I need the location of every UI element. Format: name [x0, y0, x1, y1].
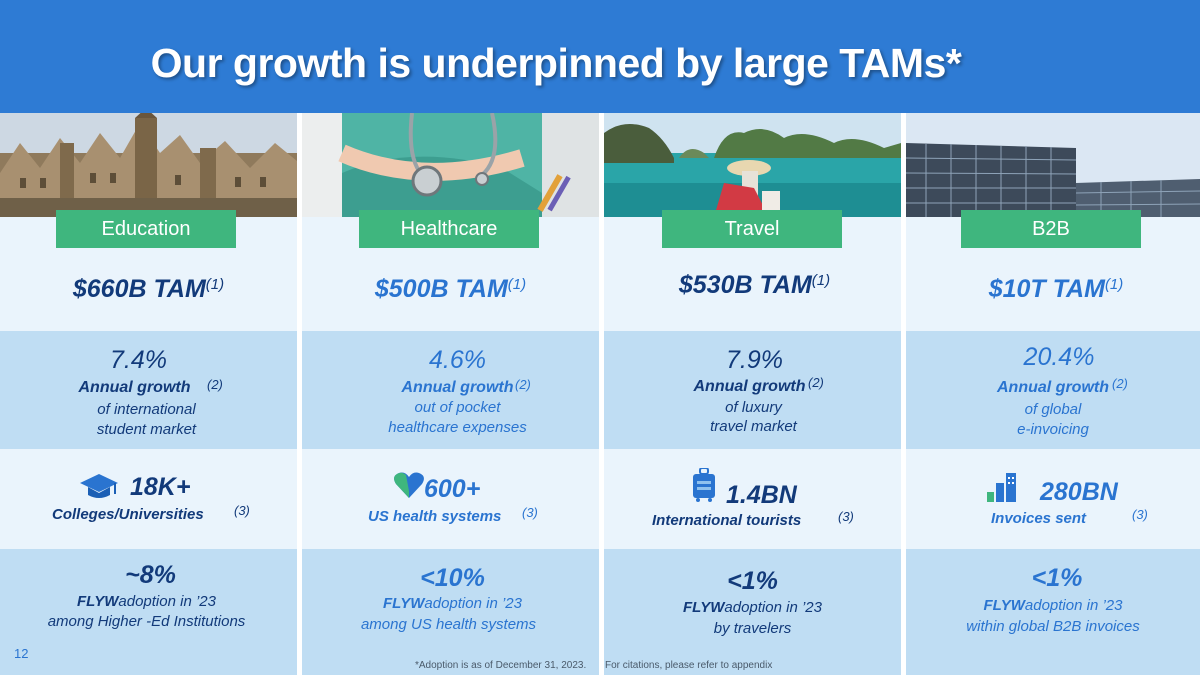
travel-tab: Travel	[662, 210, 842, 248]
travel-tam: $530B TAM(1)	[678, 271, 831, 299]
healthcare-stat-label: US health systems	[368, 508, 502, 525]
education-stat: 18K+	[130, 473, 191, 501]
b2b-adoption-pct: <1%	[1031, 564, 1083, 592]
healthcare-growth-desc-1: out of pocket	[414, 399, 501, 416]
education-column: Education $660B TAM(1) 7.4% Annual growt…	[0, 113, 297, 675]
b2b-column: B2B $10T TAM(1) 20.4% Annual growth (2) …	[906, 113, 1200, 675]
education-photo	[0, 113, 297, 217]
b2b-stat-label: Invoices sent	[991, 510, 1087, 527]
travel-adoption-line: FLYWadoption in ’23	[683, 599, 822, 616]
education-growth-ref: (2)	[207, 377, 223, 392]
education-growth-label: Annual growth	[78, 379, 191, 396]
education-adoption-pct: ~8%	[125, 561, 176, 589]
healthcare-adoption-desc: among US health systems	[360, 616, 537, 633]
healthcare-stat: 600+	[424, 475, 481, 503]
healthcare-tab: Healthcare	[359, 210, 539, 248]
travel-adoption-desc: by travelers	[713, 620, 792, 637]
education-adoption-desc: among Higher -Ed Institutions	[47, 613, 246, 630]
b2b-growth-label: Annual growth	[997, 379, 1109, 396]
b2b-growth-pct: 20.4%	[1023, 343, 1095, 371]
healthcare-adoption-pct: <10%	[420, 564, 485, 592]
travel-growth-desc-1: of luxury	[725, 399, 782, 416]
education-stat-label: Colleges/Universities	[52, 506, 204, 523]
healthcare-adoption-line: FLYWadoption in ’23	[383, 595, 522, 612]
healthcare-photo	[302, 113, 599, 217]
education-tab: Education	[56, 210, 236, 248]
invoice-bars-icon	[987, 472, 1017, 507]
healthcare-growth-desc-2: healthcare expenses	[388, 419, 527, 436]
page-number: 12	[14, 646, 29, 661]
b2b-adoption-line: FLYWadoption in ’23	[983, 597, 1123, 614]
footnote-adoption: *Adoption is as of December 31, 2023.	[415, 660, 587, 671]
education-tam: $660B TAM(1)	[72, 275, 225, 303]
healthcare-stat-ref: (3)	[522, 505, 538, 520]
travel-stat-label: International tourists	[652, 512, 802, 529]
healthcare-tam: $500B TAM(1)	[374, 275, 527, 303]
travel-growth-label: Annual growth	[693, 378, 806, 395]
b2b-photo	[906, 113, 1200, 217]
travel-growth-ref: (2)	[808, 375, 824, 390]
education-stat-ref: (3)	[234, 503, 250, 518]
travel-growth-desc-2: travel market	[710, 418, 797, 435]
slide-title: Our growth is underpinned by large TAMs*	[150, 40, 962, 86]
travel-stat: 1.4BN	[726, 481, 797, 509]
footnote-citations: For citations, please refer to appendix	[605, 660, 773, 671]
travel-stat-ref: (3)	[838, 509, 854, 524]
b2b-tam: $10T TAM(1)	[988, 275, 1124, 303]
education-growth-pct: 7.4%	[110, 346, 167, 374]
travel-adoption-pct: <1%	[727, 567, 778, 595]
travel-photo	[604, 113, 901, 217]
travel-growth-pct: 7.9%	[726, 346, 783, 374]
b2b-adoption-desc: within global B2B invoices	[966, 618, 1140, 635]
title-banner: Our growth is underpinned by large TAMs*	[0, 0, 1200, 113]
b2b-growth-desc-2: e-invoicing	[1017, 421, 1089, 438]
healthcare-growth-pct: 4.6%	[429, 346, 486, 374]
education-growth-desc-1: of international	[97, 401, 196, 418]
education-growth-desc-2: student market	[96, 421, 197, 438]
travel-column: Travel $530B TAM(1) 7.9% Annual growth (…	[604, 113, 901, 675]
b2b-growth-ref: (2)	[1112, 376, 1128, 391]
graduation-cap-icon	[79, 472, 119, 505]
healthcare-column: Healthcare $500B TAM(1) 4.6% Annual grow…	[302, 113, 599, 675]
b2b-growth-desc-1: of global	[1024, 401, 1082, 418]
heart-icon	[394, 471, 424, 504]
education-adoption-line: FLYWadoption in ’23	[77, 593, 216, 610]
healthcare-growth-label: Annual growth	[401, 379, 514, 396]
healthcare-growth-ref: (2)	[515, 377, 531, 392]
b2b-stat-ref: (3)	[1132, 507, 1148, 522]
luggage-icon	[692, 467, 716, 507]
b2b-stat: 280BN	[1040, 478, 1118, 506]
b2b-tab: B2B	[961, 210, 1141, 248]
